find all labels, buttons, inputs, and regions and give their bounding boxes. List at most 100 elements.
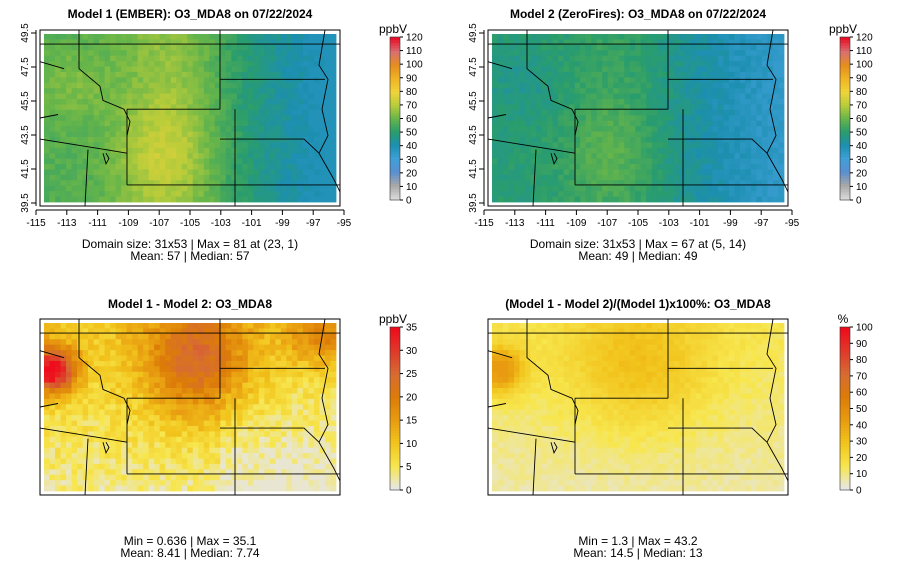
grid-cell	[82, 88, 89, 95]
grid-cell	[220, 196, 227, 203]
grid-cell	[104, 71, 111, 78]
grid-cell	[280, 339, 287, 346]
grid-cell	[198, 371, 205, 378]
grid-cell	[596, 93, 603, 100]
grid-cell	[126, 55, 133, 62]
grid-cell	[286, 104, 293, 111]
grid-cell	[187, 174, 194, 181]
grid-cell	[93, 61, 100, 67]
grid-cell	[203, 104, 210, 111]
grid-cell	[750, 50, 757, 57]
grid-cell	[220, 398, 227, 405]
grid-cell	[640, 82, 647, 89]
grid-cell	[734, 104, 741, 111]
grid-cell	[503, 191, 509, 197]
colorbar-tick-label: 120	[406, 33, 423, 44]
grid-cell	[591, 88, 598, 95]
grid-cell	[55, 77, 61, 84]
grid-cell	[497, 169, 504, 176]
grid-cell	[154, 185, 161, 192]
grid-cell	[258, 196, 265, 203]
grid-cell	[236, 333, 243, 340]
colorbar-step	[840, 80, 850, 84]
grid-cell	[126, 371, 133, 378]
grid-cell	[77, 388, 83, 394]
grid-cell	[110, 344, 117, 351]
grid-cell	[60, 126, 67, 132]
grid-cell	[563, 131, 570, 138]
grid-cell	[115, 44, 122, 51]
grid-cell	[77, 185, 83, 192]
colorbar-step	[840, 164, 850, 168]
grid-cell	[44, 333, 50, 340]
grid-cell	[701, 169, 708, 176]
grid-cell	[82, 333, 89, 340]
grid-cell	[99, 415, 105, 421]
grid-cell	[165, 115, 172, 122]
grid-cell	[569, 196, 576, 203]
grid-cell	[712, 71, 719, 78]
grid-cell	[624, 82, 631, 89]
grid-cell	[165, 366, 172, 373]
grid-cell	[148, 436, 155, 443]
grid-cell	[734, 142, 741, 149]
grid-cell	[192, 61, 199, 67]
grid-cell	[767, 66, 774, 73]
grid-cell	[618, 196, 625, 203]
grid-cell	[165, 442, 172, 449]
grid-cell	[71, 447, 78, 454]
grid-cell	[143, 371, 150, 378]
grid-cell	[203, 99, 210, 105]
grid-cell	[66, 34, 72, 40]
grid-cell	[71, 382, 78, 389]
grid-cell	[596, 136, 603, 143]
grid-cell	[148, 50, 155, 57]
boundary-line	[102, 152, 110, 165]
grid-cell	[110, 66, 117, 73]
grid-cell	[330, 55, 337, 62]
grid-cell	[126, 39, 133, 46]
grid-cell	[319, 328, 326, 335]
grid-cell	[308, 109, 315, 116]
grid-cell	[203, 339, 210, 346]
grid-cell	[324, 88, 331, 95]
grid-cell	[319, 339, 326, 346]
grid-cell	[635, 50, 642, 57]
grid-cell	[104, 323, 111, 329]
grid-cell	[214, 104, 221, 111]
grid-cell	[159, 50, 166, 57]
grid-cell	[170, 174, 177, 181]
grid-cell	[717, 115, 724, 122]
grid-cell	[82, 355, 89, 362]
grid-cell	[739, 196, 746, 203]
grid-cell	[137, 115, 144, 122]
grid-cell	[82, 420, 89, 427]
grid-cell	[519, 191, 526, 197]
grid-cell	[695, 180, 702, 187]
grid-cell	[49, 196, 56, 203]
grid-cell	[148, 77, 155, 84]
state-boundaries	[39, 29, 341, 207]
grid-cell	[187, 120, 194, 127]
grid-cell	[297, 120, 304, 127]
grid-cell	[71, 142, 78, 149]
grid-cell	[203, 136, 210, 143]
grid-cell	[88, 180, 94, 187]
grid-cell	[253, 164, 260, 170]
grid-cell	[280, 196, 287, 203]
grid-cell	[247, 333, 254, 340]
grid-cell	[684, 93, 691, 100]
grid-cell	[302, 453, 309, 459]
grid-cell	[126, 339, 133, 346]
grid-cell	[690, 174, 697, 181]
grid-cell	[585, 120, 592, 127]
grid-cell	[280, 61, 287, 67]
grid-cell	[508, 88, 515, 95]
grid-cell	[159, 328, 166, 335]
grid-cell	[695, 61, 702, 67]
grid-cell	[308, 409, 315, 416]
grid-cell	[313, 115, 320, 122]
colorbar-step	[840, 66, 850, 70]
grid-cell	[695, 82, 702, 89]
grid-cell	[503, 126, 509, 132]
